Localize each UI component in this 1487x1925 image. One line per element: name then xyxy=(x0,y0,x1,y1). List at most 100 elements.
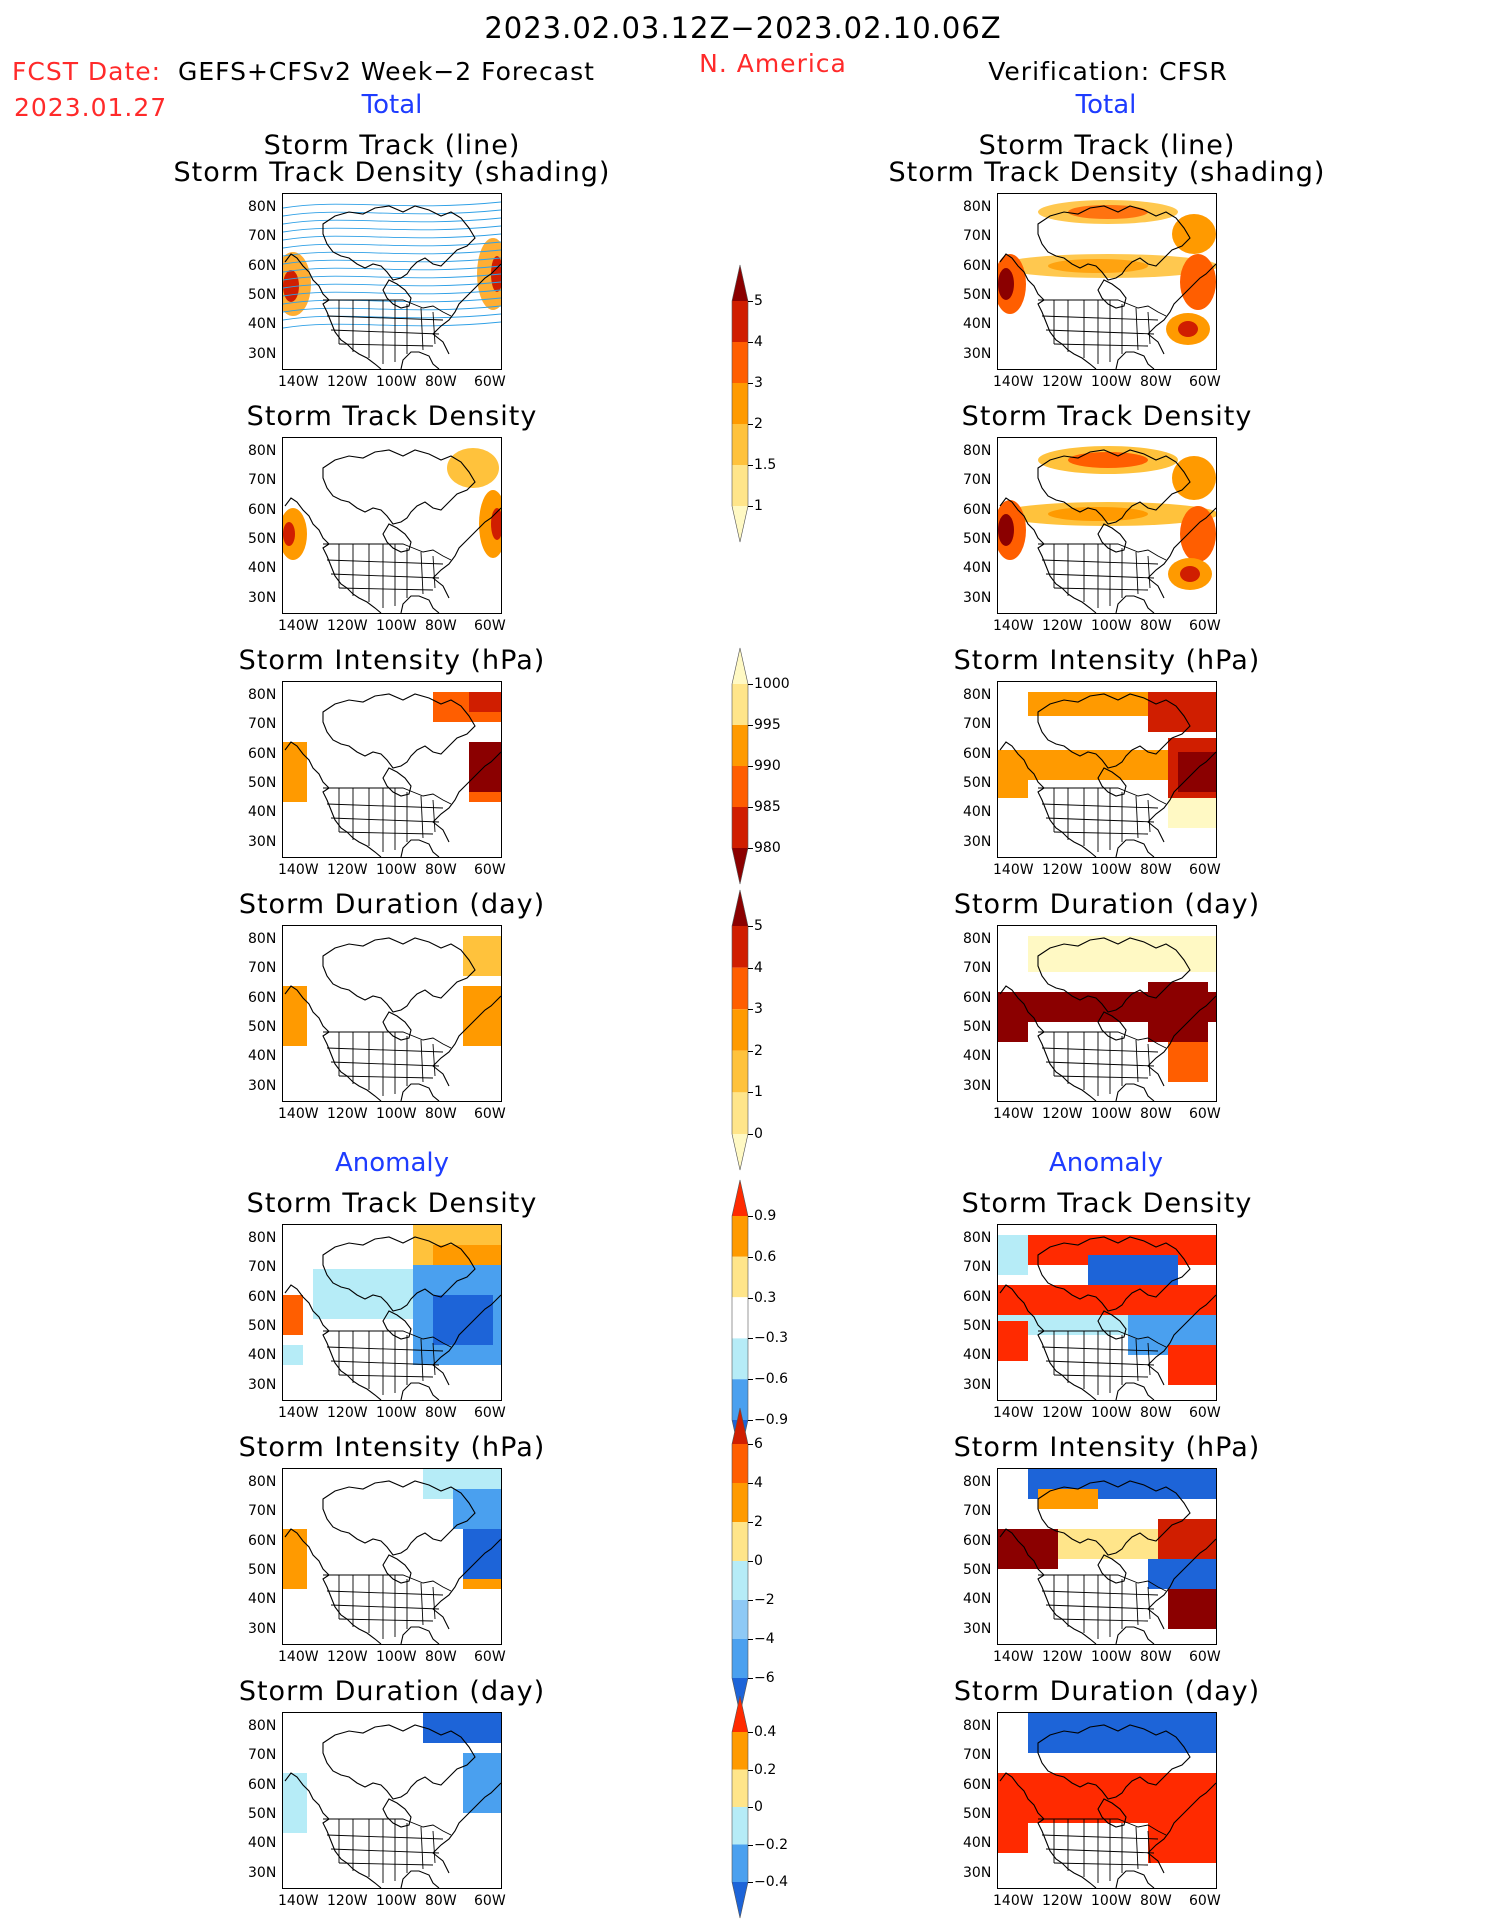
lon-tick-label: 80W xyxy=(1140,1649,1172,1665)
panel-title: Storm Duration (day) xyxy=(953,889,1261,920)
colorbar-tick xyxy=(748,1844,753,1846)
colorbar-label: 6 xyxy=(754,1436,763,1452)
lon-tick-label: 60W xyxy=(474,374,506,390)
colorbar-label: 2 xyxy=(754,1514,763,1530)
colorbar-segment xyxy=(732,648,748,684)
lat-tick-label: 50N xyxy=(248,1317,277,1334)
colorbar-segment xyxy=(732,342,748,383)
colorbar-duration-total xyxy=(731,889,749,1171)
colorbar-tick xyxy=(748,967,753,969)
colorbar-label: −2 xyxy=(754,1592,775,1608)
lat-tick-label: 70N xyxy=(248,1503,277,1520)
colorbar-segment xyxy=(732,506,748,542)
colorbar-tick xyxy=(748,1732,753,1733)
colorbar-segment xyxy=(732,1256,748,1298)
colorbar-tick xyxy=(748,1483,753,1484)
colorbar-label: 0.3 xyxy=(754,1289,777,1306)
lat-tick-label: 40N xyxy=(248,1835,277,1852)
lat-tick-label: 40N xyxy=(963,1591,992,1608)
lon-tick-label: 80W xyxy=(1140,1405,1172,1421)
colorbar-label: 1 xyxy=(754,1084,763,1101)
lon-tick-label: 140W xyxy=(993,862,1034,878)
verification-map-density-anom xyxy=(997,1224,1217,1401)
colorbar-label: 3 xyxy=(754,375,763,391)
panel-title: Storm Intensity (hPa) xyxy=(953,1432,1261,1463)
colorbar-segment xyxy=(732,1180,748,1216)
panel-title: Storm Intensity (hPa) xyxy=(238,645,546,676)
lon-tick-label: 120W xyxy=(327,862,368,878)
colorbar-segment xyxy=(732,766,748,807)
colorbar-tick xyxy=(748,1338,753,1340)
colorbar-tick xyxy=(748,1134,753,1135)
lat-tick-label: 40N xyxy=(963,1048,992,1065)
colorbar-label: 5 xyxy=(754,918,763,934)
colorbar-segment xyxy=(732,1408,748,1444)
panel-title-track-line: Storm Track (line) xyxy=(263,130,521,161)
lon-tick-label: 60W xyxy=(1189,618,1221,634)
colorbar-tick xyxy=(748,725,753,726)
lat-tick-label: 80N xyxy=(248,1230,277,1246)
panel-title: Storm Duration (day) xyxy=(238,1676,546,1707)
panel-title: Storm Track Density xyxy=(246,401,538,432)
lon-tick-label: 120W xyxy=(1042,1106,1083,1122)
colorbar-label: 1000 xyxy=(754,676,790,692)
lon-tick-label: 140W xyxy=(993,1649,1034,1665)
lat-tick-label: 80N xyxy=(963,1718,992,1734)
lat-tick-label: 60N xyxy=(963,745,992,762)
colorbar-segment xyxy=(732,301,748,342)
lon-tick-label: 120W xyxy=(327,1649,368,1665)
lat-tick-label: 60N xyxy=(248,1288,277,1305)
forecast-map-track-shading xyxy=(282,193,502,370)
lat-tick-label: 30N xyxy=(248,1864,277,1881)
colorbar-segment xyxy=(732,926,748,968)
lat-tick-label: 60N xyxy=(248,989,277,1006)
lat-tick-label: 30N xyxy=(248,833,277,850)
colorbar-label: 4 xyxy=(754,1475,763,1491)
forecast-map-intensity-anom xyxy=(282,1468,502,1645)
lon-tick-label: 120W xyxy=(327,1106,368,1122)
lon-tick-label: 100W xyxy=(376,1893,417,1909)
lon-tick-label: 100W xyxy=(376,374,417,390)
colorbar-segment xyxy=(732,1882,748,1918)
lat-tick-label: 70N xyxy=(963,716,992,733)
colorbar-label: 1.5 xyxy=(754,457,777,473)
lat-tick-label: 80N xyxy=(248,199,277,215)
colorbar-tick xyxy=(748,1420,753,1421)
lat-tick-label: 80N xyxy=(963,1230,992,1246)
colorbar-label: 4 xyxy=(754,334,763,350)
colorbar-segment xyxy=(732,1600,748,1639)
lat-tick-label: 40N xyxy=(963,560,992,577)
lat-tick-label: 40N xyxy=(248,1347,277,1364)
lat-tick-label: 70N xyxy=(248,1259,277,1276)
lon-tick-label: 100W xyxy=(1091,1106,1132,1122)
colorbar-segment xyxy=(732,1522,748,1561)
colorbar-segment xyxy=(732,1844,748,1882)
colorbar-tick xyxy=(748,1379,753,1381)
lat-tick-label: 40N xyxy=(248,560,277,577)
lon-tick-label: 80W xyxy=(425,1106,457,1122)
lon-tick-label: 80W xyxy=(1140,1893,1172,1909)
lon-tick-label: 60W xyxy=(1189,374,1221,390)
lat-tick-label: 50N xyxy=(248,774,277,791)
lon-tick-label: 80W xyxy=(425,374,457,390)
lat-tick-label: 80N xyxy=(963,443,992,459)
colorbar-segment xyxy=(732,1561,748,1600)
verification-map-intensity xyxy=(997,681,1217,858)
lat-tick-label: 70N xyxy=(248,472,277,489)
lon-tick-label: 120W xyxy=(327,618,368,634)
verification-map-track-shading xyxy=(997,193,1217,370)
colorbar-tick xyxy=(748,1769,753,1771)
colorbar-tick xyxy=(748,424,753,425)
lat-tick-label: 80N xyxy=(248,931,277,947)
lat-tick-label: 70N xyxy=(963,1503,992,1520)
lon-tick-label: 100W xyxy=(376,618,417,634)
colorbar-segment xyxy=(732,1807,748,1845)
lat-tick-label: 80N xyxy=(963,1474,992,1490)
lat-tick-label: 70N xyxy=(248,716,277,733)
colorbar-density-anom xyxy=(731,1179,749,1457)
lat-tick-label: 70N xyxy=(963,1259,992,1276)
anomaly-label-right: Anomaly xyxy=(1048,1148,1164,1178)
lat-tick-label: 60N xyxy=(248,1532,277,1549)
lon-tick-label: 140W xyxy=(278,1893,319,1909)
colorbar-segment xyxy=(732,1696,748,1732)
